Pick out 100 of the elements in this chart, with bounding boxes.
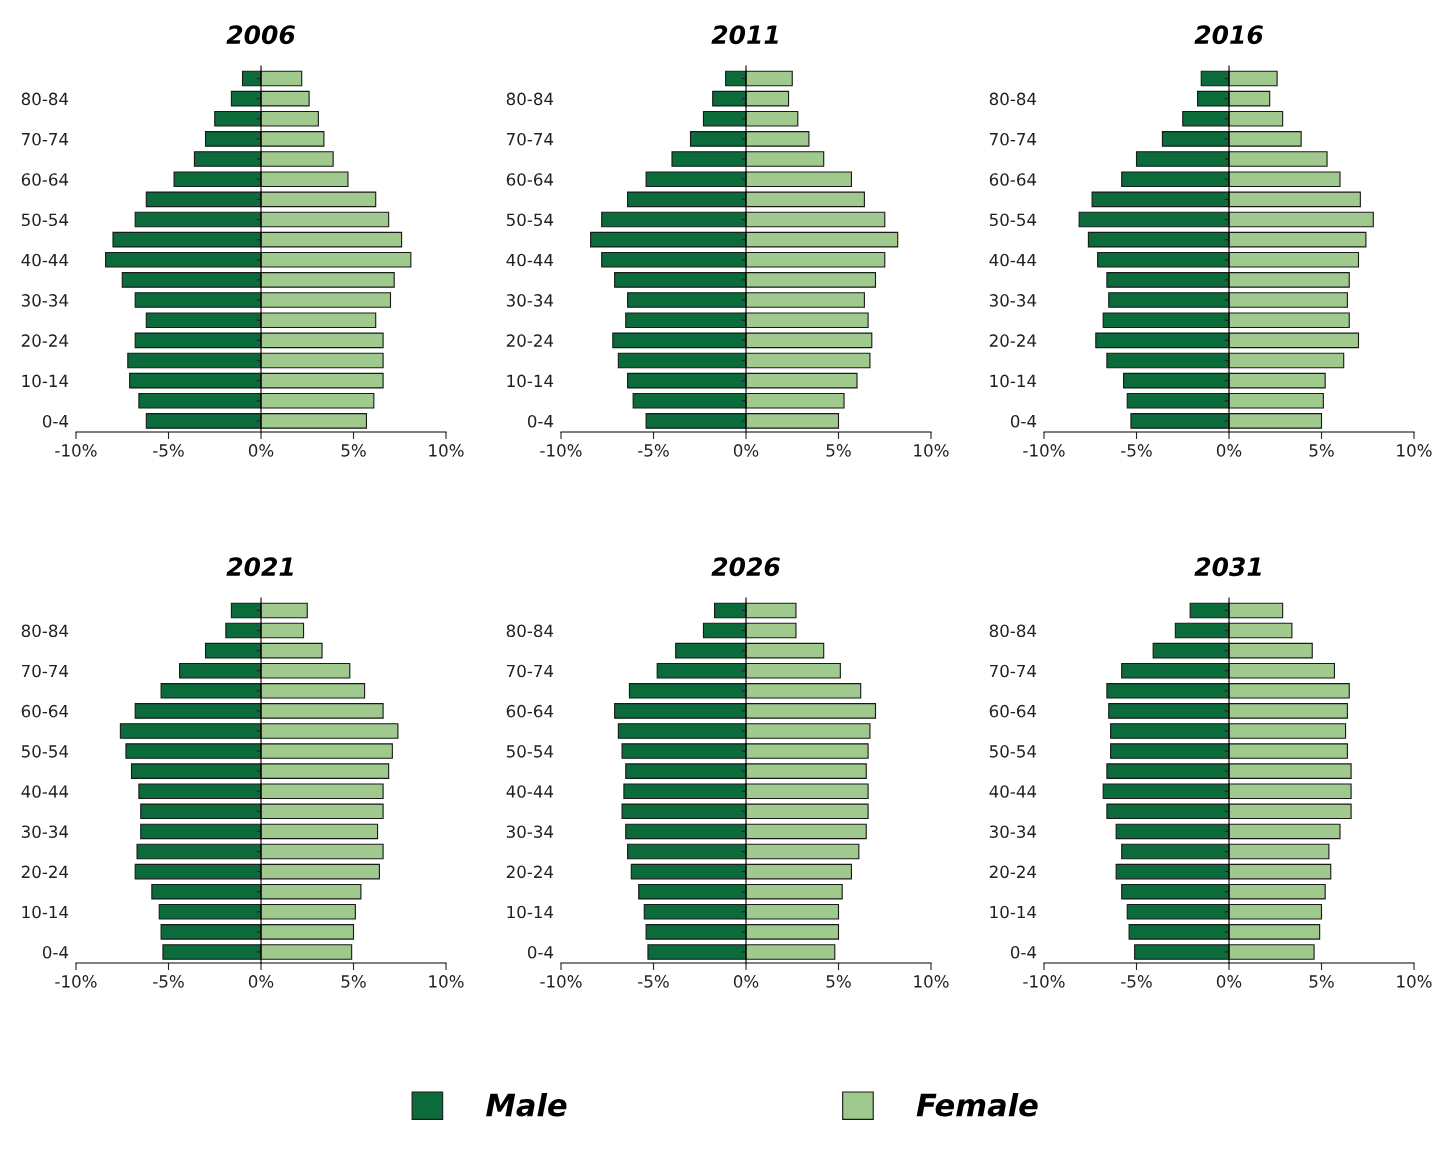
bar [260,944,353,960]
bar [260,70,303,87]
bar [134,211,262,228]
bar [627,843,747,860]
bar [625,763,747,779]
bar [260,763,390,779]
bar [1121,843,1230,860]
x-tick-label: 5% [826,444,851,457]
bar [612,332,747,349]
y-tick-label: 80-84 [506,624,554,638]
bar [129,372,262,389]
y-tick-label: 80-84 [506,92,554,106]
bar [1115,823,1230,840]
bar [1228,332,1360,349]
bar [1106,683,1230,699]
y-tick-label: 70-74 [989,664,1037,678]
bar [260,90,310,107]
bar [1102,312,1230,329]
bar [1196,90,1230,107]
bar [1189,602,1230,619]
bar [260,622,305,639]
x-tick-label: 0% [1216,444,1242,457]
bar [260,332,384,349]
bar [712,90,747,107]
y-tick-label: 40-44 [506,253,554,267]
y-tick-label: 0-4 [527,945,554,959]
x-tick-label: 0% [248,975,274,988]
y-tick-label: 50-54 [506,745,554,758]
bar [628,683,747,699]
y-tick-label: 80-84 [21,92,69,106]
bar [134,292,262,308]
bar [260,392,375,409]
bar [193,151,262,167]
bar [260,924,355,940]
legend-label: Female [916,1092,1038,1117]
bar [1126,392,1230,409]
bar [1228,843,1330,860]
bar [260,662,351,679]
bar [1228,272,1350,288]
y-tick-label: 40-44 [21,253,69,267]
bar [1174,622,1230,639]
bar [745,312,869,329]
bar [134,703,262,719]
chart-title: 2011 [711,25,778,45]
x-tick-label: 5% [341,975,366,988]
bar [1108,292,1230,308]
bar [1134,944,1230,960]
bar [621,803,747,820]
bar [260,743,393,759]
bar [1102,783,1230,800]
bar [1095,332,1230,349]
bar [745,843,860,860]
bar [119,723,262,739]
y-tick-label: 70-74 [21,132,69,146]
bar [745,763,867,779]
bar [643,903,747,920]
bar [671,151,747,167]
bar [745,272,877,288]
y-tick-label: 60-64 [506,704,554,718]
bar [241,70,262,87]
bar [614,272,747,288]
bar [745,863,853,880]
bar [745,662,841,679]
bar [1228,151,1328,167]
y-tick-label: 80-84 [21,624,69,638]
bar [745,622,797,639]
bar [702,622,747,639]
y-tick-label: 60-64 [989,173,1037,186]
y-tick-label: 20-24 [21,334,69,347]
bar [1228,763,1352,779]
y-tick-label: 20-24 [506,865,554,879]
bar [260,131,325,147]
y-tick-label: 30-34 [21,294,69,307]
bar [590,231,747,248]
bar [1078,211,1230,228]
bar [1182,110,1230,127]
bar [745,292,865,308]
x-tick-label: 0% [733,975,759,988]
y-tick-label: 70-74 [506,132,554,146]
bar [745,413,840,429]
bar [138,392,262,409]
bar [1135,151,1230,167]
bar [260,171,349,188]
bar [745,191,865,208]
bar [617,723,747,739]
bar [260,823,379,840]
bar [1228,783,1352,800]
bar [745,683,862,699]
bar [1122,372,1230,389]
bar [1228,251,1360,268]
bar [745,903,840,920]
bar [151,883,262,900]
bar [1228,743,1348,759]
bar [105,251,262,268]
bar [230,90,262,107]
bar [1110,723,1230,739]
y-tick-label: 50-54 [506,213,554,227]
bar [1121,883,1230,900]
chart-title: 2026 [711,557,780,577]
bar [145,191,262,208]
